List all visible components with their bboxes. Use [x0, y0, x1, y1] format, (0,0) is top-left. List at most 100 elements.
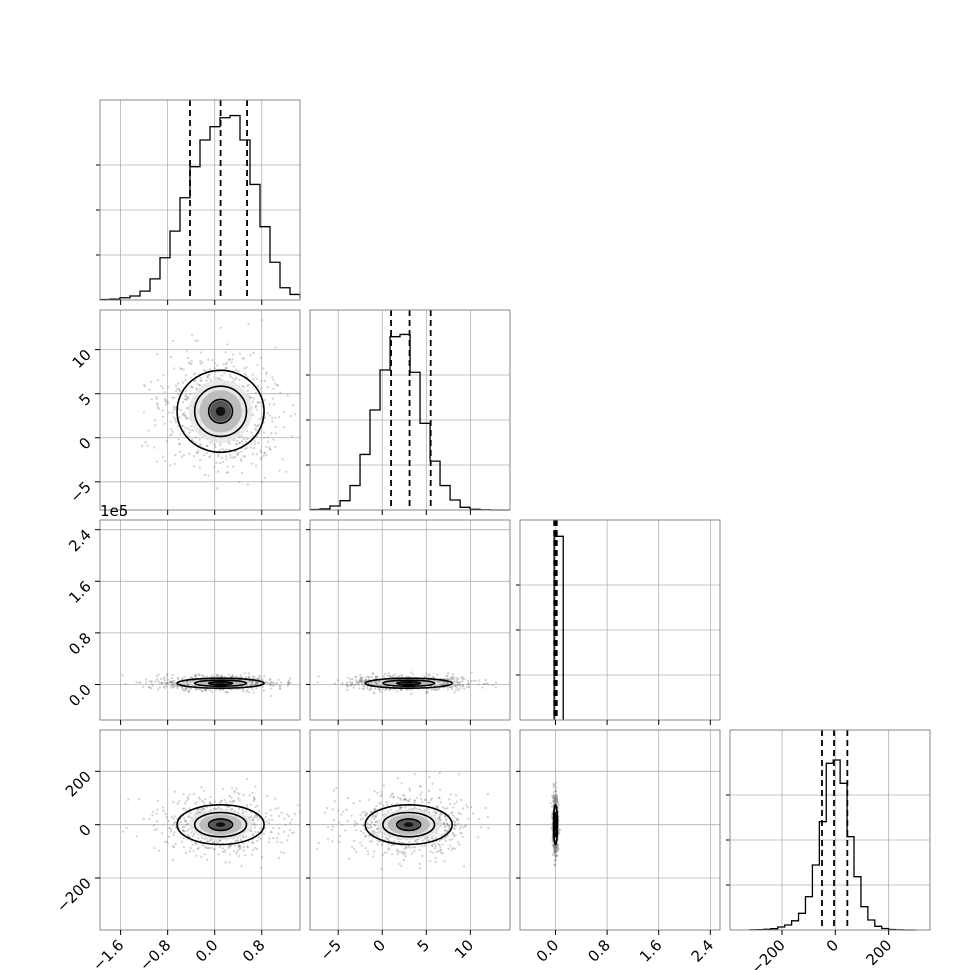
sample-point: [286, 839, 289, 842]
sample-point: [263, 675, 266, 678]
sample-point: [166, 401, 169, 404]
sample-point: [169, 464, 172, 467]
sample-point: [553, 796, 556, 799]
sample-point: [429, 859, 432, 863]
sample-point: [220, 674, 223, 678]
sample-point: [230, 808, 233, 811]
sample-point: [333, 682, 337, 685]
sample-point: [161, 409, 164, 412]
sample-point: [231, 801, 234, 804]
sample-point: [375, 820, 378, 824]
sample-point: [161, 682, 164, 685]
sample-point: [390, 675, 393, 679]
sample-point: [382, 804, 385, 807]
sample-point: [554, 845, 557, 848]
sample-point: [217, 377, 220, 380]
sample-point: [169, 355, 173, 359]
sample-point: [425, 691, 429, 695]
sample-point: [275, 682, 279, 685]
sample-point: [166, 678, 169, 681]
sample-point: [453, 816, 456, 819]
sample-point: [255, 681, 258, 684]
sample-point: [170, 815, 173, 819]
sample-point: [326, 837, 330, 840]
sample-point: [273, 403, 276, 406]
sample-point: [183, 830, 186, 833]
sample-point: [254, 830, 257, 834]
sample-point: [461, 684, 465, 687]
sample-point: [240, 459, 243, 462]
sample-point: [226, 471, 230, 474]
sample-point: [378, 840, 381, 843]
sample-point: [249, 396, 253, 399]
sample-point: [198, 672, 201, 676]
sample-point: [369, 820, 373, 823]
sample-point: [242, 794, 245, 797]
sample-point: [552, 800, 556, 803]
sample-point: [246, 688, 249, 692]
sample-point: [235, 443, 238, 446]
sample-point: [203, 789, 206, 792]
sample-point: [404, 854, 407, 858]
sample-point: [331, 825, 334, 828]
sample-point: [555, 781, 558, 784]
panel-background: [100, 520, 300, 720]
sample-point: [458, 843, 461, 846]
sample-point: [160, 385, 163, 388]
sample-point: [221, 447, 224, 451]
sample-point: [396, 802, 399, 805]
sample-point: [181, 678, 184, 681]
sample-point: [359, 673, 362, 677]
x-tick-label-1-2: 5: [414, 936, 433, 955]
sample-point: [268, 414, 271, 417]
x-tick-label-2-2: 1.6: [636, 936, 666, 966]
sample-point: [385, 803, 388, 806]
sample-point: [161, 387, 165, 390]
sample-point: [367, 852, 370, 856]
sample-point: [555, 799, 558, 803]
sample-point: [251, 453, 255, 456]
sample-point: [553, 849, 557, 852]
sample-point: [187, 815, 190, 818]
sample-point: [553, 801, 556, 805]
sample-point: [408, 841, 411, 844]
sample-point: [440, 851, 443, 855]
sample-point: [177, 408, 180, 411]
sample-point: [194, 379, 197, 382]
sample-point: [254, 427, 257, 431]
sample-point: [353, 824, 356, 827]
sample-point: [387, 839, 390, 842]
sample-point: [252, 799, 255, 803]
sample-point: [156, 352, 159, 356]
sample-point: [281, 458, 284, 461]
sample-point: [206, 858, 209, 861]
sample-point: [244, 810, 247, 813]
sample-point: [354, 679, 357, 682]
sample-point: [255, 682, 258, 685]
sample-point: [262, 454, 266, 457]
sample-point: [375, 681, 378, 685]
sample-point: [286, 681, 290, 684]
sample-point: [392, 796, 395, 799]
sample-point: [184, 414, 187, 417]
sample-point: [372, 814, 375, 817]
sample-point: [449, 844, 452, 847]
sample-point: [185, 417, 188, 420]
sample-point: [170, 682, 173, 685]
sample-point: [218, 839, 221, 843]
sample-point: [556, 843, 559, 846]
sample-point: [258, 809, 261, 812]
sample-point: [552, 852, 555, 855]
sample-point: [154, 680, 157, 683]
sample-point: [231, 456, 235, 459]
sample-point: [256, 830, 260, 834]
sample-point: [196, 339, 199, 342]
sample-point: [257, 678, 260, 681]
sample-point: [434, 836, 438, 840]
sample-point: [184, 390, 187, 393]
sample-point: [553, 793, 556, 796]
sample-point: [415, 796, 418, 799]
sample-point: [261, 679, 265, 682]
sample-point: [550, 813, 554, 816]
sample-point: [438, 797, 441, 800]
